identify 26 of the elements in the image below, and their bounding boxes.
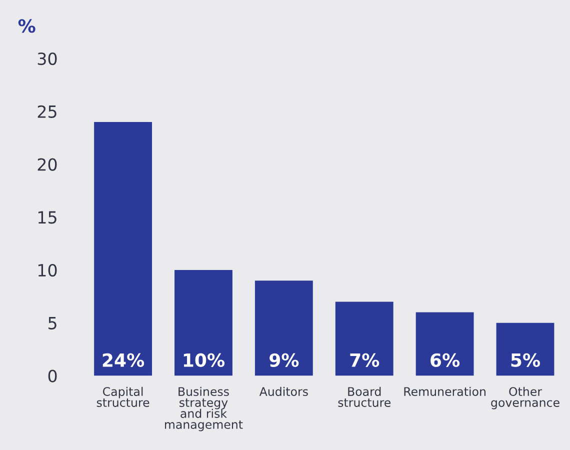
bar [416, 312, 474, 376]
y-tick-label: 10 [38, 264, 57, 277]
y-tick-label: 25 [38, 105, 56, 118]
data-label: 6% [430, 353, 460, 367]
y-tick-label: 15 [38, 211, 56, 224]
y-axis-title: % [18, 19, 36, 33]
x-tick-label: Auditors [259, 386, 308, 396]
bar [174, 270, 232, 376]
y-tick-label: 20 [38, 158, 57, 171]
data-label: 24% [102, 353, 144, 367]
bar [496, 322, 554, 376]
y-tick-label: 5 [48, 317, 56, 330]
x-tick-label: Business strategy and risk management [165, 386, 243, 432]
bar [94, 122, 152, 376]
bar [335, 302, 394, 376]
y-tick-label: 0 [48, 370, 57, 382]
data-label: 10% [184, 353, 225, 367]
x-tick-label: Capital structure [96, 386, 150, 407]
data-label: 5% [511, 353, 540, 367]
x-tick-label: Remuneration [404, 386, 486, 396]
x-tick-label: Other governance [491, 386, 560, 410]
x-tick-label: Board structure [338, 386, 391, 407]
bar [254, 280, 313, 376]
data-label: 7% [350, 353, 380, 367]
data-label: 9% [270, 353, 299, 367]
y-tick-label: 30 [38, 52, 57, 66]
